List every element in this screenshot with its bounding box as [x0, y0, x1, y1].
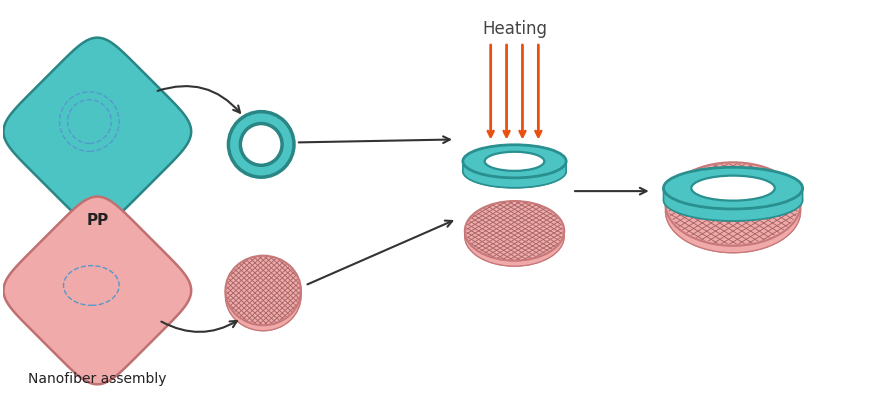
Polygon shape: [226, 290, 301, 331]
Ellipse shape: [463, 155, 566, 188]
Polygon shape: [663, 188, 803, 221]
Ellipse shape: [465, 206, 564, 266]
Ellipse shape: [463, 145, 566, 178]
Ellipse shape: [465, 201, 564, 261]
Circle shape: [228, 111, 294, 177]
Polygon shape: [463, 161, 566, 188]
Text: Nanofiber assembly: Nanofiber assembly: [28, 372, 167, 386]
Ellipse shape: [663, 167, 803, 209]
Text: PP: PP: [86, 213, 108, 228]
Ellipse shape: [226, 261, 301, 331]
Polygon shape: [485, 152, 544, 171]
Ellipse shape: [691, 176, 774, 201]
Polygon shape: [4, 197, 191, 384]
Polygon shape: [666, 204, 801, 253]
Ellipse shape: [485, 152, 544, 171]
Circle shape: [241, 124, 282, 165]
Text: Heating: Heating: [482, 20, 547, 38]
Polygon shape: [691, 176, 774, 200]
Polygon shape: [465, 231, 564, 266]
Ellipse shape: [666, 169, 801, 253]
Ellipse shape: [485, 162, 544, 181]
Ellipse shape: [666, 162, 801, 246]
Ellipse shape: [663, 179, 803, 221]
Ellipse shape: [691, 188, 774, 213]
Ellipse shape: [226, 256, 301, 325]
Polygon shape: [4, 38, 191, 225]
